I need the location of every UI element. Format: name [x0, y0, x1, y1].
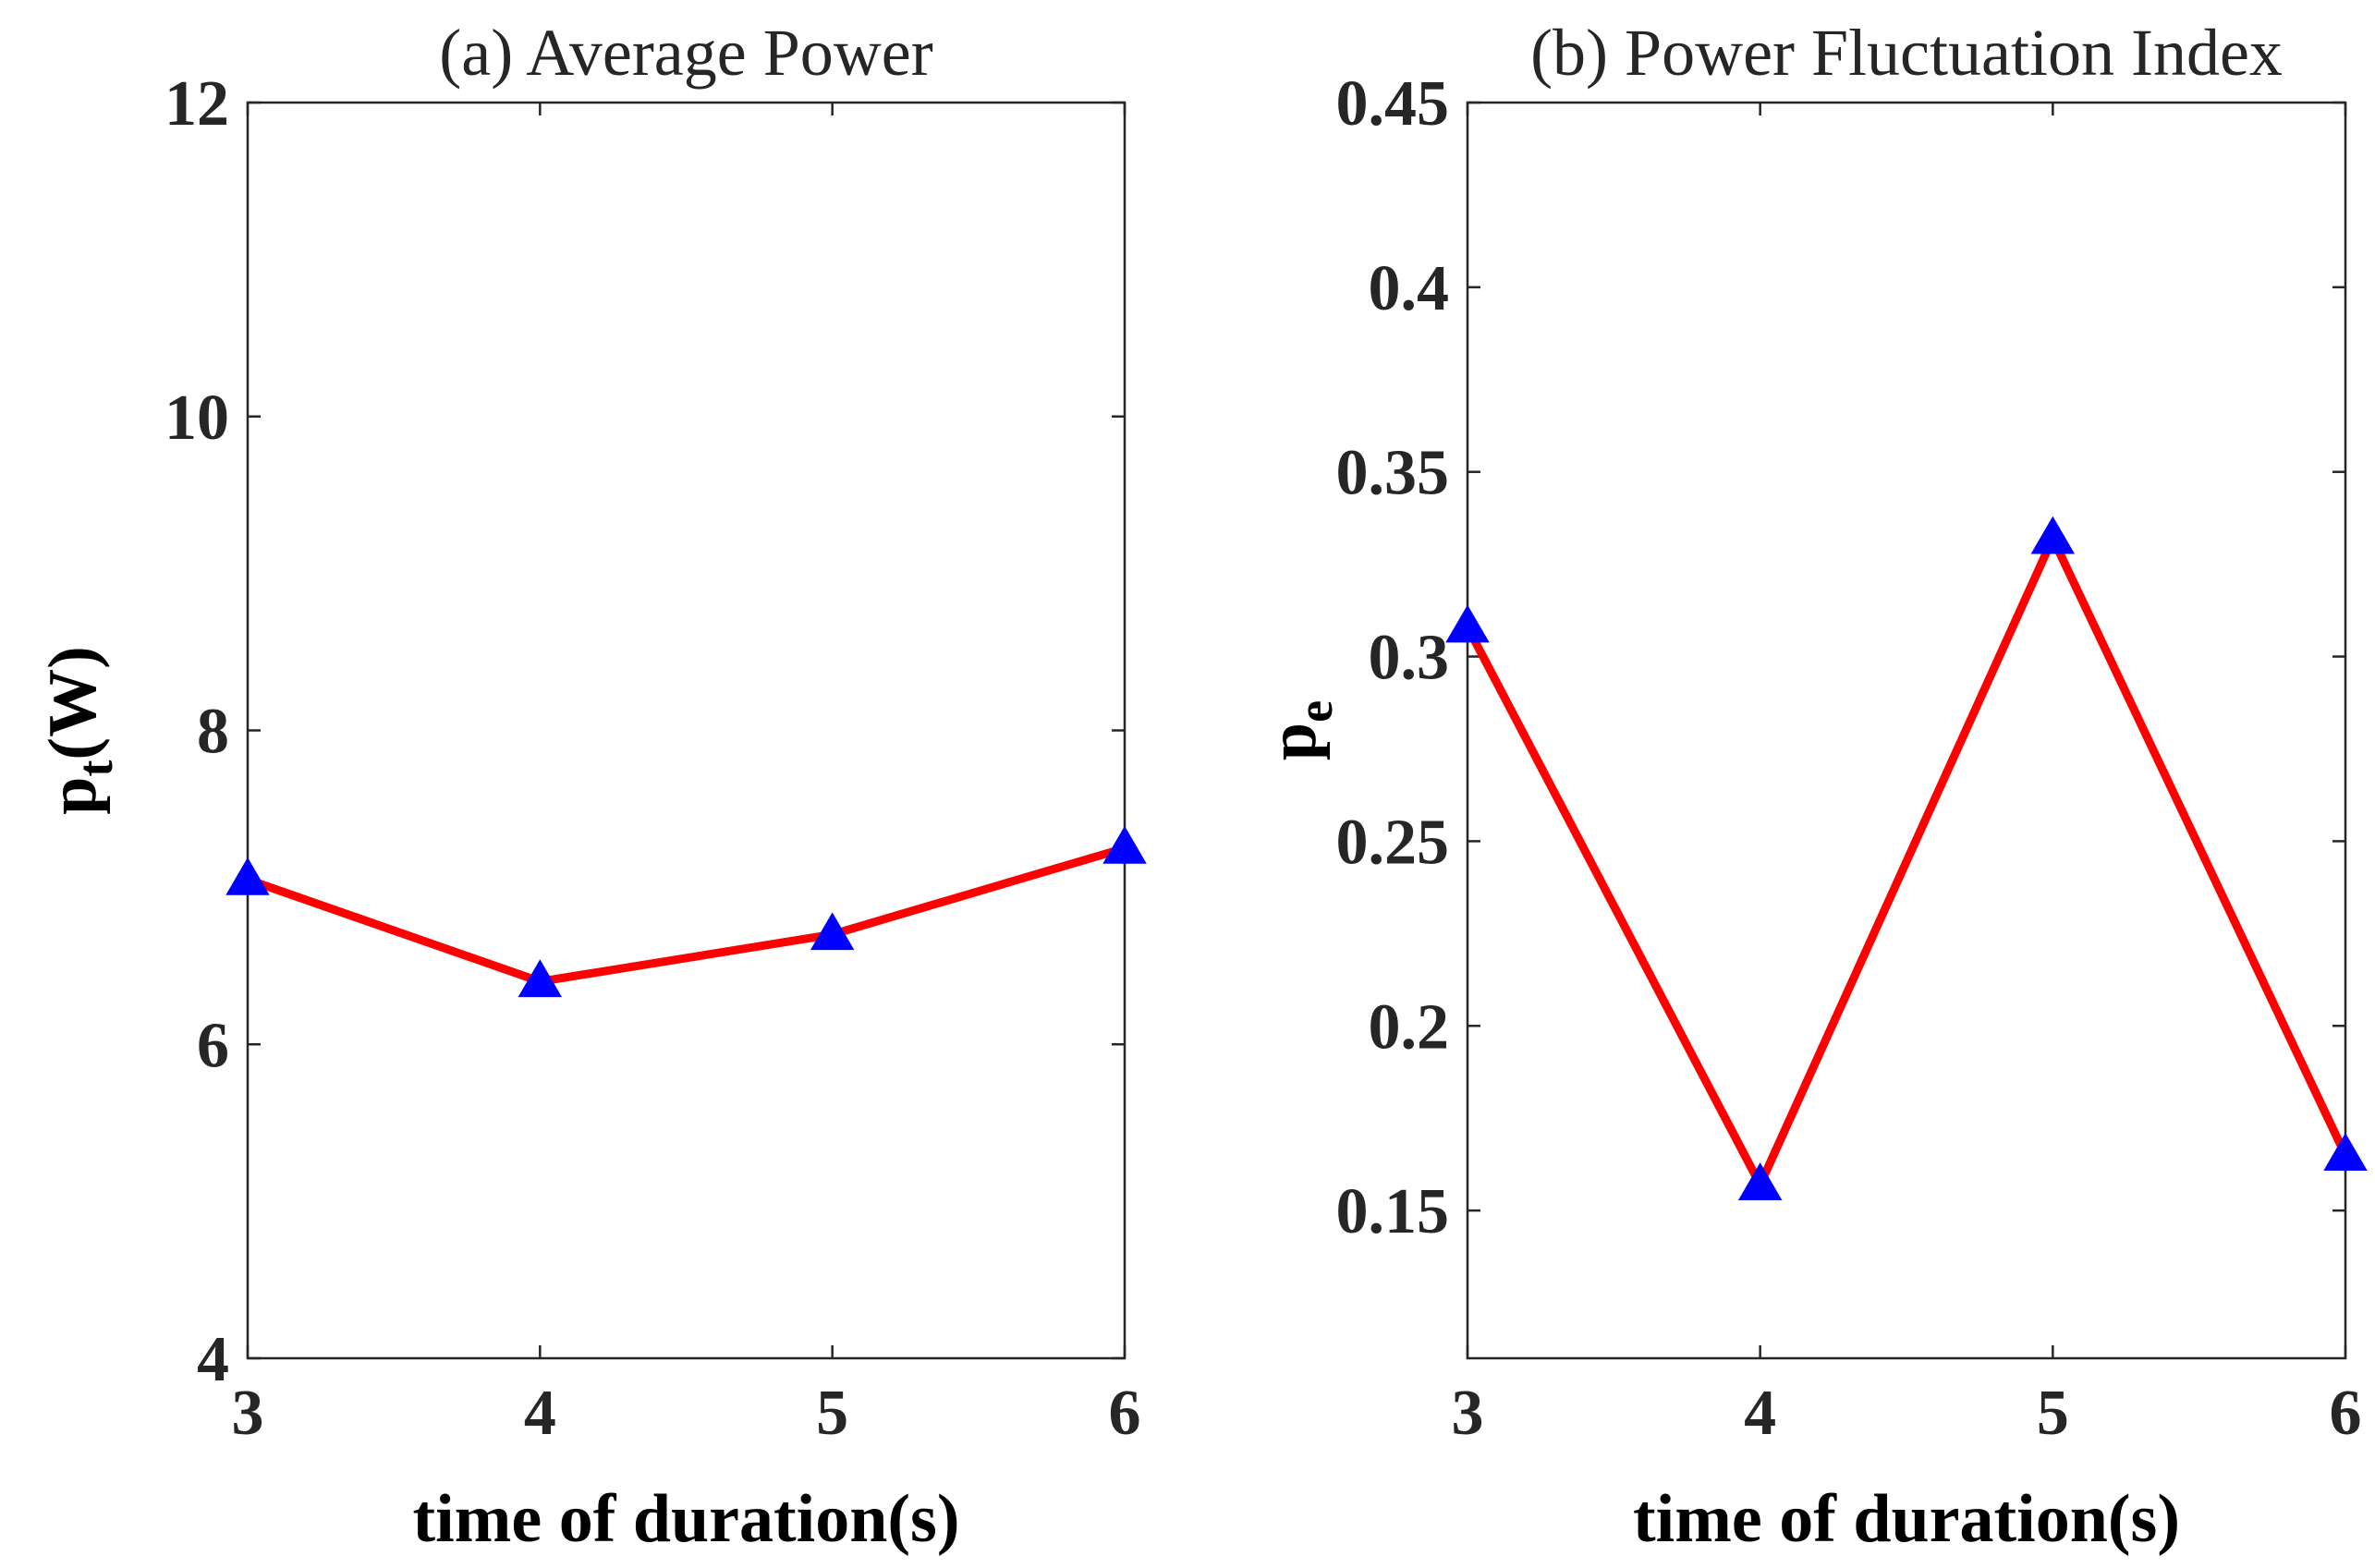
x-axis-label: time of duration(s): [413, 1481, 960, 1557]
x-tick-label: 6: [1109, 1378, 1141, 1449]
data-point-marker: [810, 912, 855, 951]
series-line: [243, 844, 1129, 986]
y-tick-label: 0.3: [1369, 623, 1450, 694]
data-point-marker: [225, 857, 270, 895]
axes-box: [246, 101, 1127, 1360]
chart-title: (b) Power Fluctuation Index: [1530, 16, 2283, 90]
data-point-marker: [518, 959, 563, 998]
y-axis-label-base: p: [1255, 723, 1331, 760]
y-tick-label: 0.4: [1369, 253, 1450, 324]
data-point-marker: [2323, 1133, 2368, 1171]
y-tick-label: 0.15: [1336, 1176, 1450, 1247]
y-axis-label: pe: [1255, 700, 1343, 760]
y-tick-label: 10: [164, 383, 229, 454]
y-tick-label: 6: [197, 1010, 229, 1081]
chart-title: (a) Average Power: [439, 16, 932, 90]
y-tick-label: 0.25: [1336, 807, 1450, 878]
y-axis-label-base: p: [35, 777, 111, 815]
x-tick-label: 3: [232, 1378, 264, 1449]
x-tick-label: 4: [524, 1378, 556, 1449]
y-axis-label-subscript: e: [1287, 700, 1343, 723]
y-axis-label-unit: (W): [35, 646, 111, 760]
x-tick-label: 4: [1744, 1378, 1776, 1449]
data-point-marker: [1737, 1162, 1783, 1200]
x-axis-label: time of duration(s): [1633, 1481, 2180, 1557]
data-point-marker: [2030, 516, 2076, 554]
x-tick-label: 5: [2037, 1378, 2069, 1449]
y-tick-label: 0.2: [1369, 991, 1450, 1063]
axes-box: [1466, 101, 2347, 1360]
y-axis-label-subscript: t: [67, 760, 123, 777]
panel-power-fluctuation-index: 3 4 5 6 0.15 0.2 0.25 0.3 0.35 0.4 0.45 (b) Power F…: [1255, 16, 2368, 1557]
y-tick-label: 0.35: [1336, 438, 1450, 509]
data-point-marker: [1445, 604, 1490, 643]
series-line: [1463, 534, 2350, 1189]
y-axis-label: pt(W): [35, 646, 123, 814]
data-point-marker: [1102, 825, 1147, 864]
y-tick-label: 0.45: [1336, 68, 1450, 140]
x-tick-label: 6: [2330, 1378, 2362, 1449]
y-tick-label: 12: [164, 68, 229, 140]
y-tick-label: 4: [197, 1324, 229, 1395]
y-tick-label: 8: [197, 697, 229, 768]
x-tick-label: 3: [1452, 1378, 1484, 1449]
x-tick-label: 5: [816, 1378, 848, 1449]
